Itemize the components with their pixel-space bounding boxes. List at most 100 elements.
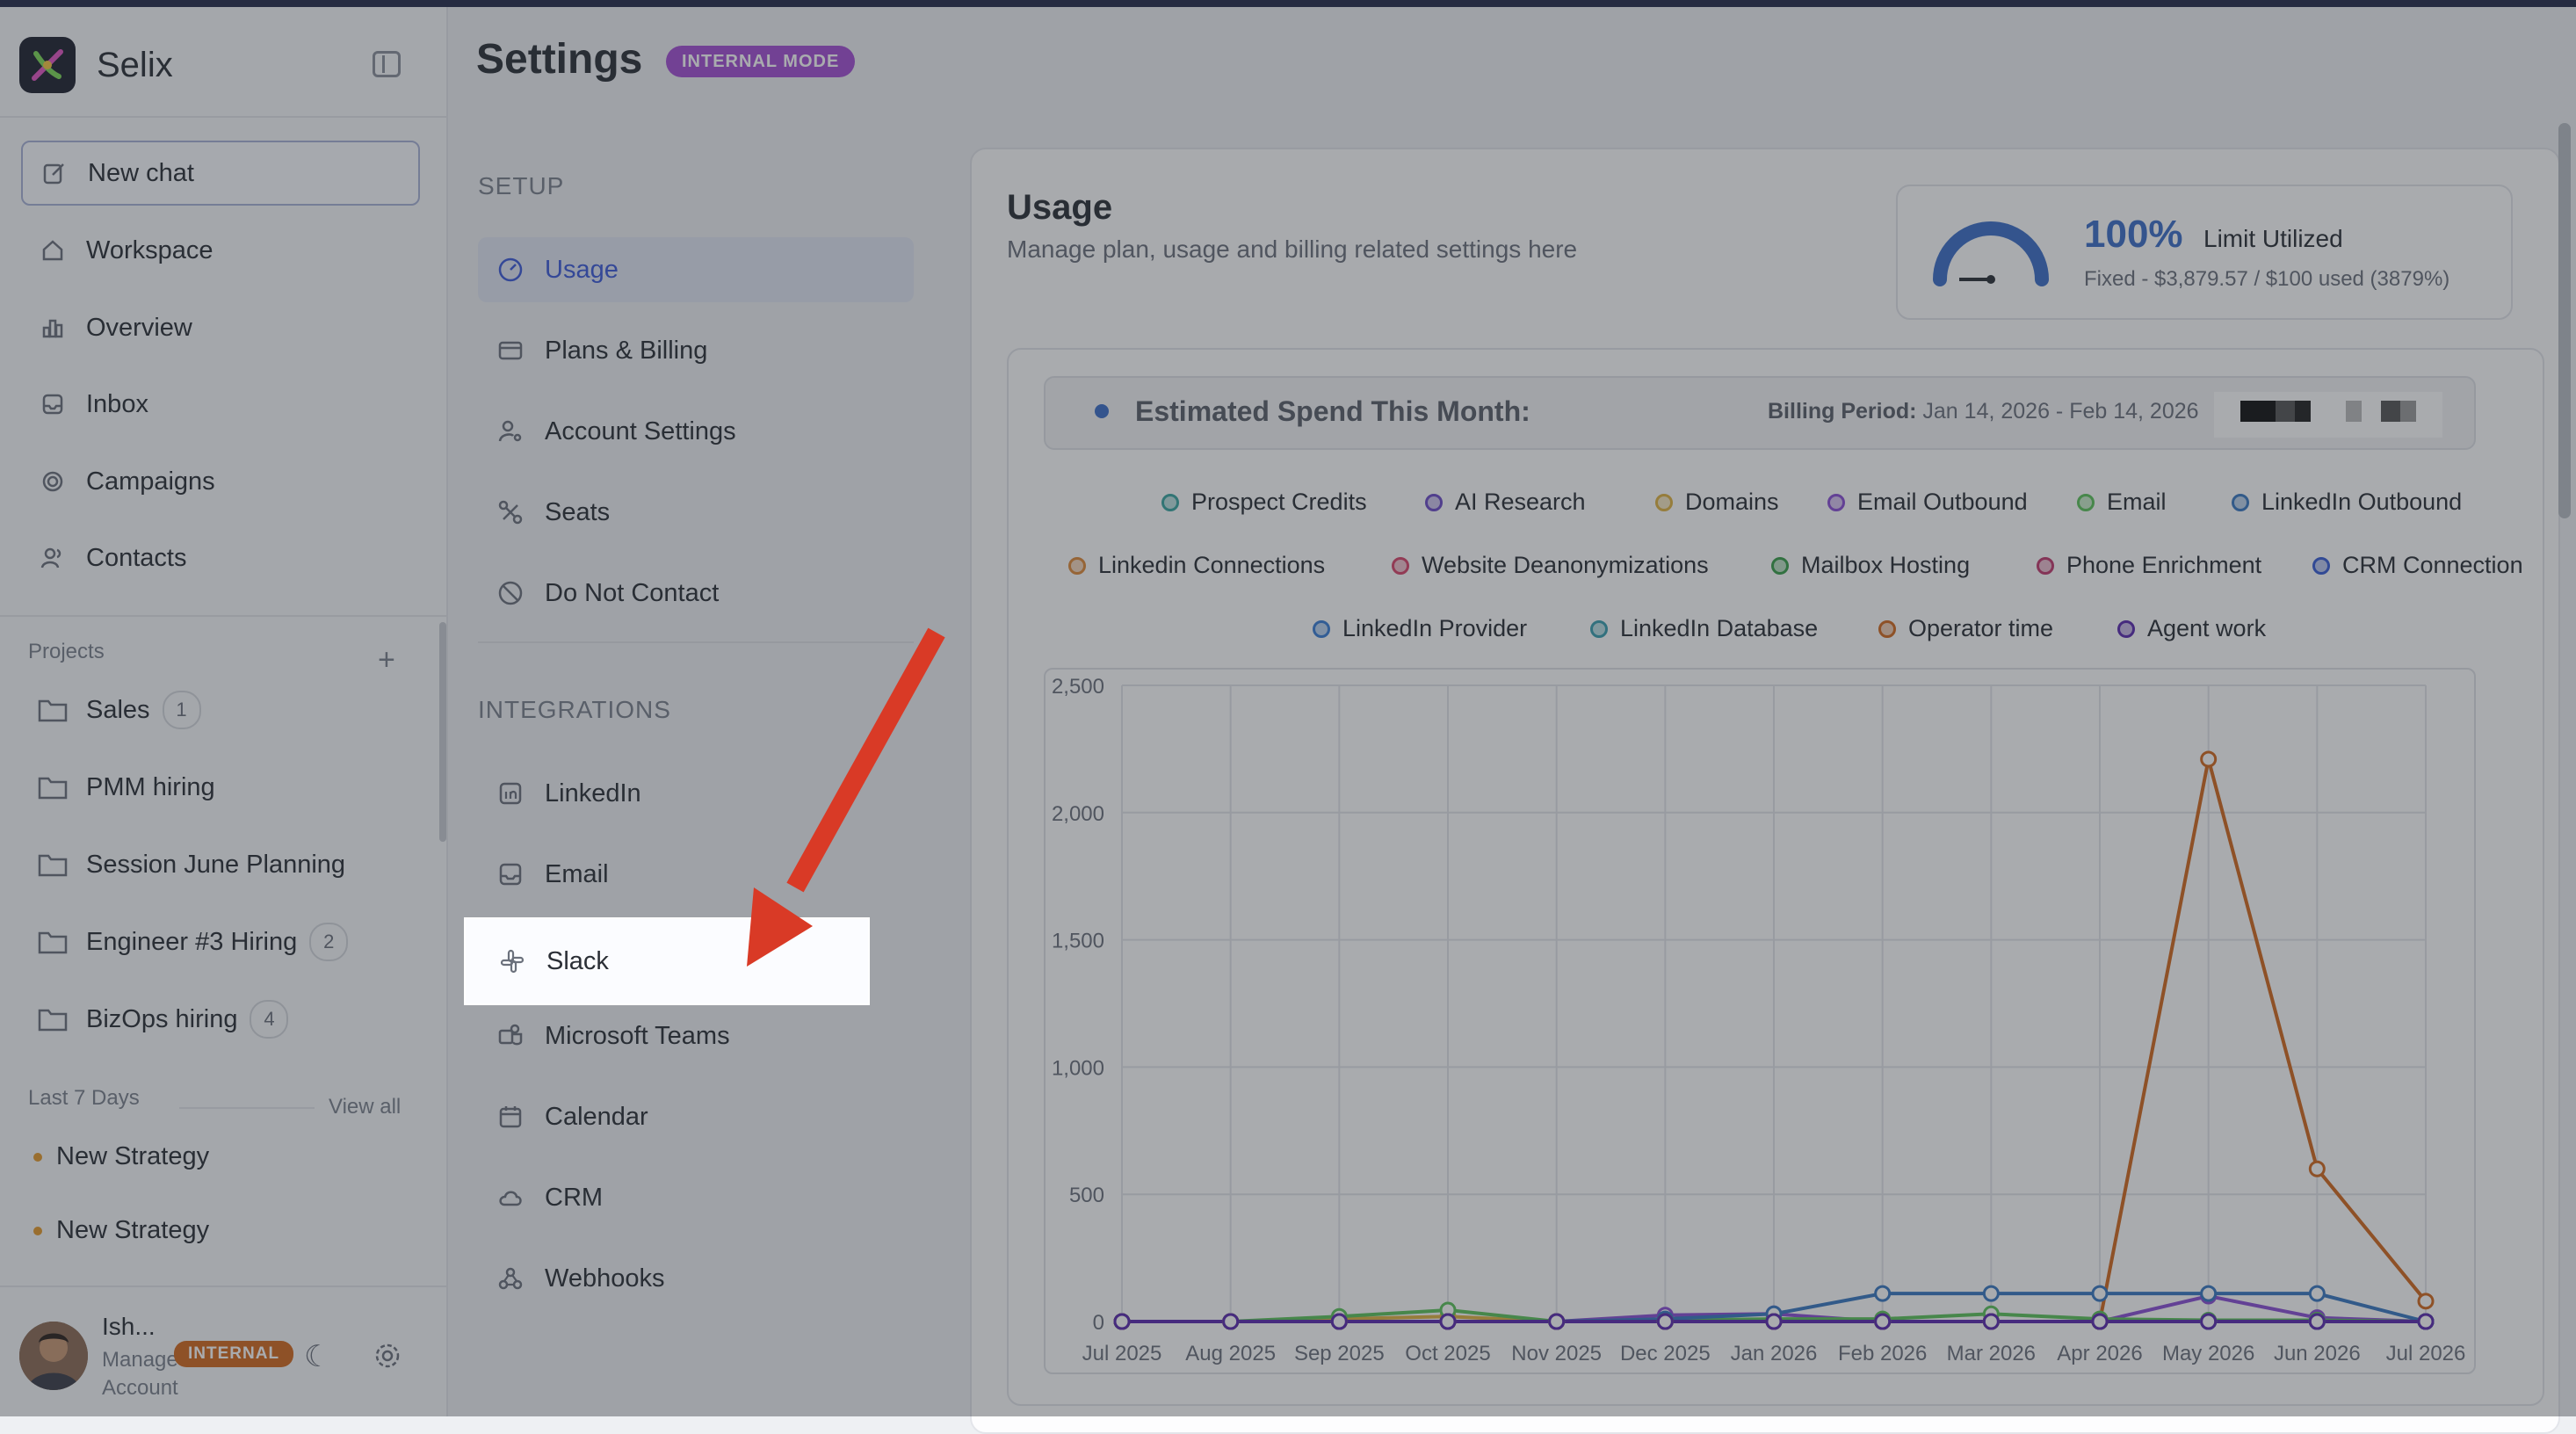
legend-swatch — [1655, 493, 1673, 511]
menu-item-seats[interactable]: Seats — [478, 480, 914, 545]
data-point — [2308, 1285, 2326, 1302]
menu-item-webhooks[interactable]: Webhooks — [478, 1246, 914, 1311]
x-tick-label: Dec 2025 — [1620, 1342, 1711, 1365]
sidebar-item-overview[interactable]: Overview — [21, 295, 420, 360]
gear-icon[interactable] — [373, 1341, 402, 1375]
menu-item-label: Do Not Contact — [545, 578, 720, 607]
data-point — [2200, 750, 2218, 768]
project-item[interactable]: Engineer #3 Hiring 2 — [37, 916, 349, 968]
x-tick-label: Apr 2026 — [2057, 1342, 2142, 1365]
menu-item-calendar[interactable]: Calendar — [478, 1084, 914, 1149]
data-point — [2200, 1285, 2218, 1302]
internal-badge: INTERNAL — [174, 1341, 294, 1367]
menu-item-linkedin[interactable]: LinkedIn — [478, 761, 914, 826]
sidebar-scrollbar[interactable] — [439, 622, 446, 842]
sidebar-item-contacts[interactable]: Contacts — [21, 525, 420, 590]
inbox-icon — [496, 859, 525, 889]
project-item[interactable]: PMM hiring — [37, 761, 215, 814]
sidebar-item-campaigns[interactable]: Campaigns — [21, 449, 420, 514]
project-label: Engineer #3 Hiring — [86, 927, 298, 956]
x-tick-label: Oct 2025 — [1405, 1342, 1490, 1365]
billing-period: Billing Period: Jan 14, 2026 - Feb 14, 2… — [1768, 399, 2199, 424]
project-label: Session June Planning — [86, 850, 346, 879]
legend-swatch — [2077, 493, 2095, 511]
user-cog-icon — [496, 416, 525, 446]
legend-item[interactable]: Email — [2077, 489, 2167, 516]
project-item[interactable]: Session June Planning — [37, 838, 345, 891]
folder-icon — [38, 699, 68, 722]
legend-item[interactable]: CRM Connection — [2312, 552, 2523, 579]
legend-item[interactable]: LinkedIn Outbound — [2232, 489, 2462, 516]
legend-item[interactable]: AI Research — [1425, 489, 1586, 516]
legend-item[interactable]: LinkedIn Database — [1590, 615, 1818, 642]
legend-item[interactable]: Prospect Credits — [1161, 489, 1367, 516]
menu-item-do-not-contact[interactable]: Do Not Contact — [478, 561, 914, 626]
collapse-sidebar-icon[interactable] — [373, 51, 401, 77]
estimated-spend-title: Estimated Spend This Month: — [1135, 395, 1530, 427]
menu-item-crm[interactable]: CRM — [478, 1165, 914, 1230]
menu-item-label: Email — [545, 859, 609, 888]
slack-icon — [497, 946, 527, 976]
recent-chat-item[interactable]: New Strategy — [33, 1142, 209, 1171]
sidebar-item-label: Campaigns — [86, 467, 215, 496]
legend-item[interactable]: Website Deanonymizations — [1392, 552, 1709, 579]
divider — [0, 615, 446, 617]
legend-item[interactable]: Domains — [1655, 489, 1779, 516]
add-project-icon[interactable]: + — [378, 643, 395, 677]
credit-card-icon — [496, 336, 525, 366]
sidebar-item-workspace[interactable]: Workspace — [21, 218, 420, 283]
project-item[interactable]: BizOps hiring 4 — [37, 993, 289, 1046]
data-point — [1982, 1285, 2000, 1302]
x-tick-label: Sep 2025 — [1294, 1342, 1385, 1365]
new-chat-button[interactable]: New chat — [21, 141, 420, 206]
view-all-link[interactable]: View all — [329, 1095, 402, 1119]
legend-item[interactable]: Operator time — [1878, 615, 2053, 642]
legend-item[interactable]: Email Outbound — [1827, 489, 2028, 516]
folder-icon — [38, 931, 68, 954]
legend-item[interactable]: Phone Enrichment — [2037, 552, 2261, 579]
menu-item-usage[interactable]: Usage — [478, 237, 914, 302]
project-count-badge: 2 — [309, 923, 349, 961]
menu-item-label: Seats — [545, 497, 611, 526]
legend-label: Agent work — [2147, 615, 2267, 641]
legend-swatch — [1392, 556, 1409, 575]
menu-item-email[interactable]: Email — [478, 842, 914, 907]
menu-item-label: Webhooks — [545, 1264, 665, 1293]
recent-chat-label: New Strategy — [56, 1216, 210, 1244]
moon-icon[interactable]: ☾ — [304, 1340, 331, 1373]
legend-item[interactable]: Linkedin Connections — [1068, 552, 1325, 579]
project-item[interactable]: Sales 1 — [37, 684, 201, 736]
inbox-icon — [37, 388, 69, 420]
divider — [0, 1286, 446, 1287]
users-icon — [37, 542, 69, 574]
y-tick-label: 0 — [1093, 1311, 1104, 1335]
menu-item-microsoft-teams[interactable]: Microsoft Teams — [478, 1003, 914, 1068]
data-point — [1222, 1313, 1240, 1330]
legend-label: Prospect Credits — [1191, 489, 1367, 515]
menu-item-plans-billing[interactable]: Plans & Billing — [478, 318, 914, 383]
sidebar-item-inbox[interactable]: Inbox — [21, 372, 420, 437]
menu-item-label: Slack — [546, 946, 609, 975]
avatar[interactable] — [19, 1322, 88, 1390]
menu-item-account-settings[interactable]: Account Settings — [478, 399, 914, 464]
webhook-icon — [496, 1264, 525, 1293]
x-tick-label: Nov 2025 — [1511, 1342, 1602, 1365]
data-point — [1982, 1313, 2000, 1330]
legend-label: Phone Enrichment — [2066, 552, 2262, 578]
gauge-icon — [496, 255, 525, 285]
x-tick-label: Jul 2026 — [2386, 1342, 2466, 1365]
legend-label: LinkedIn Database — [1620, 615, 1819, 641]
legend-item[interactable]: Agent work — [2117, 615, 2266, 642]
data-point — [1113, 1313, 1131, 1330]
y-tick-label: 500 — [1069, 1184, 1104, 1207]
legend-swatch — [2312, 556, 2330, 575]
legend-item[interactable]: LinkedIn Provider — [1313, 615, 1527, 642]
legend-swatch — [1590, 619, 1608, 638]
page-scrollbar[interactable] — [2558, 123, 2571, 518]
recent-chat-item[interactable]: New Strategy — [33, 1216, 209, 1245]
limit-card — [1896, 185, 2513, 320]
manage-account-link[interactable]: Manage Account — [102, 1348, 178, 1400]
legend-item[interactable]: Mailbox Hosting — [1771, 552, 1970, 579]
gauge-meter — [1933, 221, 2049, 286]
